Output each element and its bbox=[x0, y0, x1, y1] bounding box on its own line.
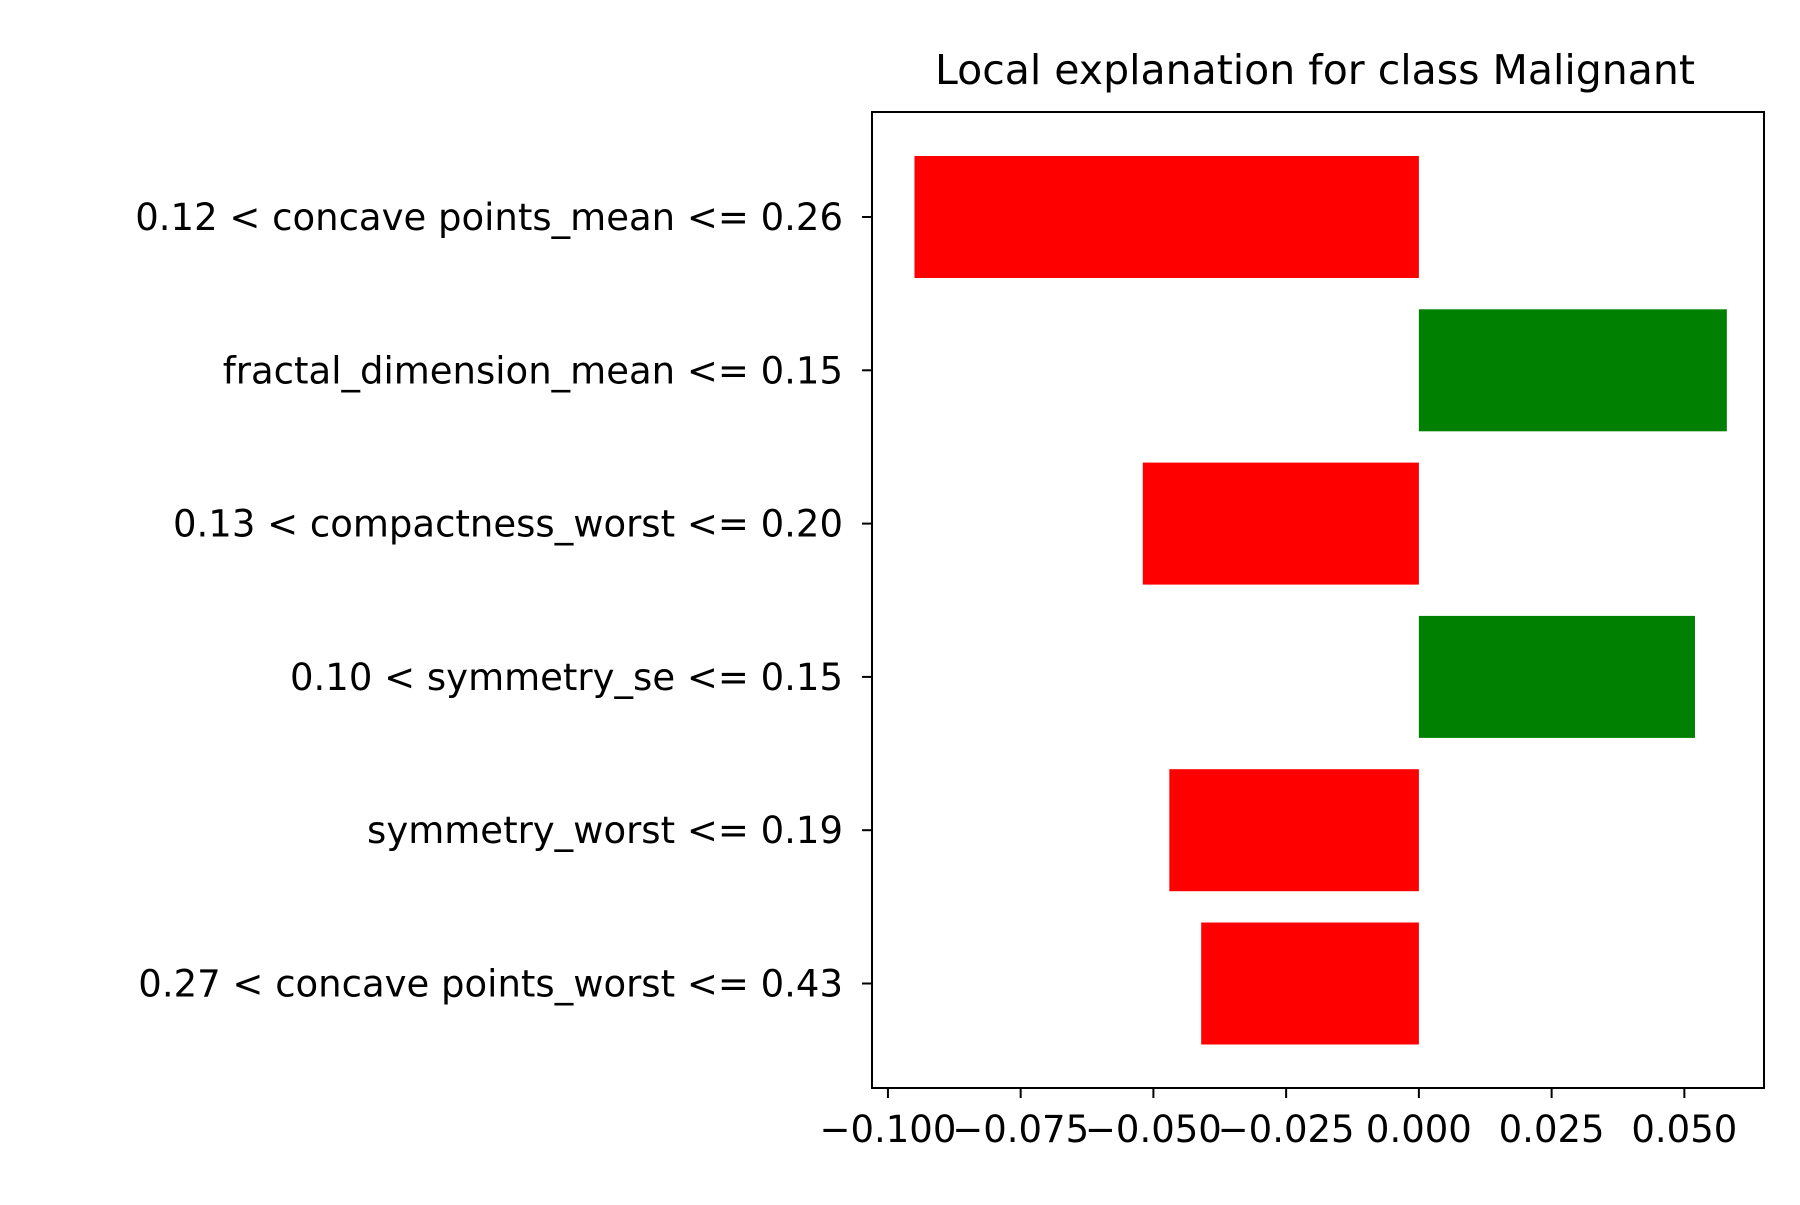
x-tick-label: −0.050 bbox=[1085, 1108, 1222, 1151]
y-tick-label: 0.27 < concave points_worst <= 0.43 bbox=[138, 963, 843, 1006]
bar-4 bbox=[1418, 615, 1695, 738]
y-tick-label: 0.12 < concave points_mean <= 0.26 bbox=[135, 196, 843, 239]
y-tick-label: symmetry_worst <= 0.19 bbox=[367, 809, 843, 852]
y-tick-label: 0.10 < symmetry_se <= 0.15 bbox=[290, 656, 843, 699]
x-tick-label: 0.000 bbox=[1366, 1108, 1472, 1151]
plot-frame bbox=[871, 111, 1765, 1089]
x-tick-label: 0.050 bbox=[1631, 1108, 1737, 1151]
x-tick-label: 0.025 bbox=[1499, 1108, 1605, 1151]
y-axis: 0.12 < concave points_mean <= 0.26 fracta… bbox=[135, 196, 872, 1006]
bars-layer bbox=[914, 156, 1727, 1045]
x-tick-label: −0.025 bbox=[1218, 1108, 1355, 1151]
bar-5 bbox=[1169, 769, 1419, 892]
bar-2 bbox=[1418, 309, 1727, 432]
x-axis: −0.100−0.075−0.050−0.025 0.000 0.025 0.050 bbox=[819, 1088, 1737, 1151]
x-tick-label: −0.075 bbox=[952, 1108, 1089, 1151]
bar-3 bbox=[1142, 462, 1419, 585]
x-tick-label: −0.100 bbox=[819, 1108, 956, 1151]
bar-6 bbox=[1201, 922, 1419, 1045]
y-tick-label: fractal_dimension_mean <= 0.15 bbox=[223, 349, 843, 392]
y-tick-label: 0.13 < compactness_worst <= 0.20 bbox=[173, 503, 843, 546]
chart-title: Local explanation for class Malignant bbox=[935, 46, 1695, 94]
bar-1 bbox=[914, 156, 1419, 278]
